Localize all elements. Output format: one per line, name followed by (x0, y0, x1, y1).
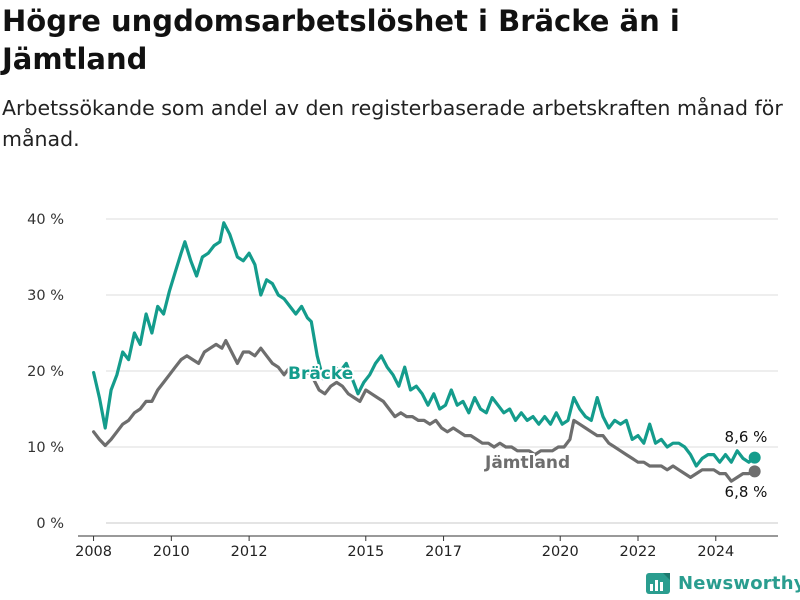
grid (106, 218, 778, 524)
x-tick-label: 2024 (697, 544, 734, 560)
chart-title: Högre ungdomsarbetslöshet i Bräcke än i … (2, 4, 680, 76)
y-tick-label: 10 % (27, 440, 64, 456)
y-tick-label: 30 % (27, 288, 64, 304)
x-tick-label: 2017 (425, 544, 462, 560)
series-line-jamtland (92, 339, 757, 483)
end-value-label-jamtland: 6,8 % (725, 483, 768, 501)
brand-name: Newsworthy (678, 572, 800, 594)
end-value-label-bracke: 8,6 % (725, 428, 768, 446)
x-tick-label: 2020 (542, 544, 579, 560)
axes: 0 % 10 % 20 % 30 % 40 % 2008 2010 2012 2015 2017 2… (27, 212, 778, 560)
x-tick-label: 2015 (347, 544, 384, 560)
series-label-bracke: Bräcke (288, 364, 353, 384)
x-tick-label: 2012 (231, 544, 268, 560)
series-line-bracke (92, 221, 757, 468)
end-point-jamtland (748, 465, 761, 478)
x-tick-label: 2022 (620, 544, 657, 560)
newsworthy-logo-icon (646, 573, 670, 594)
series-labels: Bräcke Jämtland 8,6 % 6,8 % (286, 362, 768, 501)
series-lines (92, 221, 761, 483)
y-tick-label: 40 % (27, 212, 64, 228)
x-tick-label: 2008 (75, 544, 112, 560)
x-tick-label: 2010 (153, 544, 190, 560)
y-tick-label: 20 % (27, 364, 64, 380)
y-tick-label: 0 % (36, 516, 64, 532)
end-point-bracke (748, 451, 761, 464)
chart-subtitle: Arbetssökande som andel av den registerb… (2, 96, 783, 151)
series-label-jamtland: Jämtland (484, 453, 570, 473)
brand-logo: Newsworthy (645, 568, 800, 598)
